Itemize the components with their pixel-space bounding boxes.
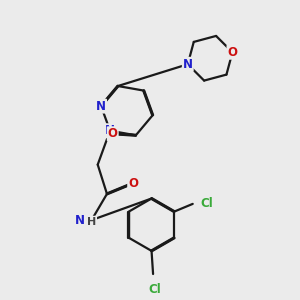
Text: O: O — [128, 177, 138, 190]
Text: N: N — [105, 124, 115, 137]
Text: Cl: Cl — [148, 283, 161, 296]
Text: N: N — [75, 214, 85, 226]
Text: O: O — [227, 46, 237, 59]
Text: Cl: Cl — [200, 197, 213, 210]
Text: H: H — [87, 217, 96, 226]
Text: N: N — [96, 100, 106, 112]
Text: N: N — [183, 58, 193, 71]
Text: O: O — [108, 127, 118, 140]
